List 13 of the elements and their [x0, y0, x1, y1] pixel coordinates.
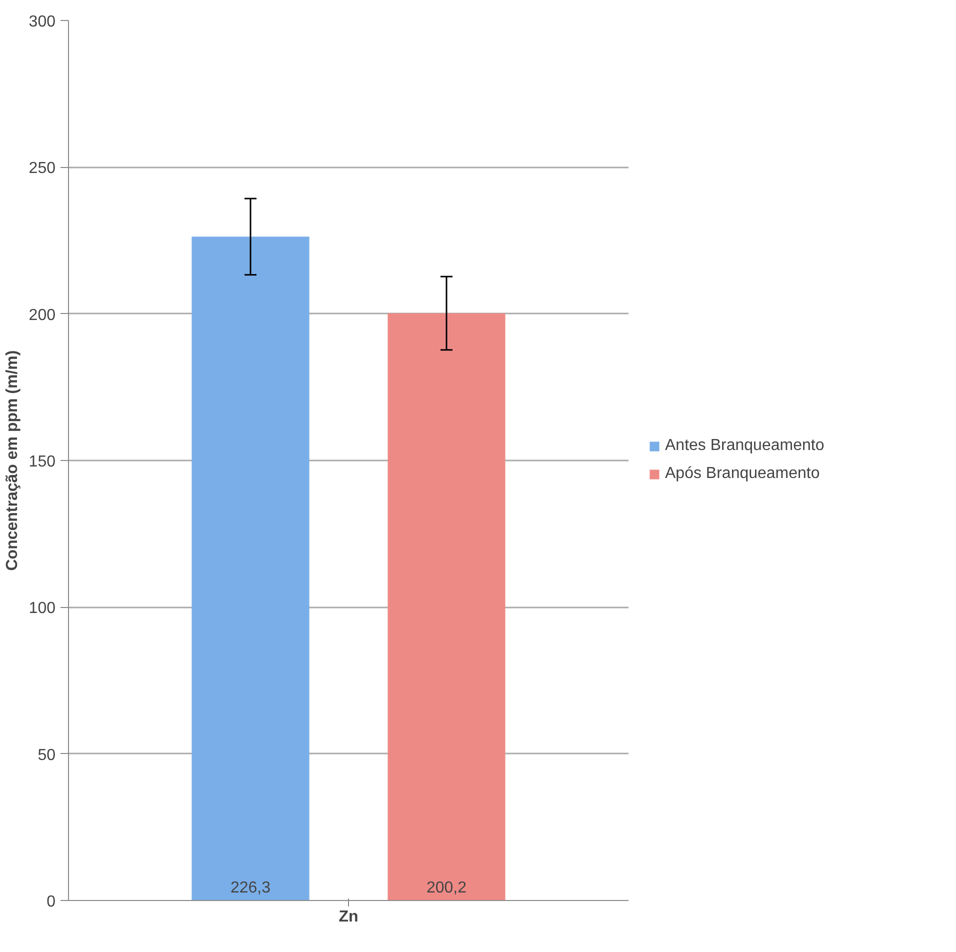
y-tick-label: 150 — [28, 454, 56, 470]
y-tick-label: 0 — [46, 894, 56, 910]
y-tick-label: 50 — [38, 746, 56, 764]
data-label: 226,3 — [230, 880, 271, 896]
y-axis-title: Concentração em ppm (m/m) — [4, 350, 21, 571]
legend-label: Antes Branqueamento — [665, 437, 824, 455]
y-tick-label: 200 — [28, 306, 56, 324]
y-tick-label: 300 — [28, 14, 56, 30]
y-tick-label: 250 — [28, 160, 56, 178]
x-tick-label: Zn — [338, 908, 358, 926]
legend-label: Após Branqueamento — [665, 465, 820, 483]
y-tick-label: 100 — [28, 600, 56, 618]
data-label: 200,2 — [426, 880, 467, 896]
